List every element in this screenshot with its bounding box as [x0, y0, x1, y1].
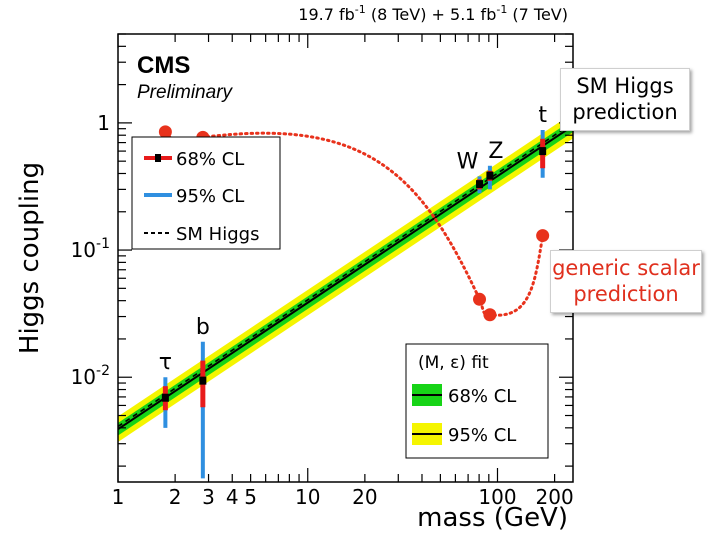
legend-right-68-label: 68% CL	[448, 386, 516, 407]
coupling-point-4	[539, 147, 547, 156]
sm-prediction-callout: SM Higgs prediction	[560, 68, 690, 131]
y-axis-title: Higgs coupling	[15, 162, 45, 354]
particle-label-0: τ	[159, 350, 172, 375]
particle-label-1: b	[196, 315, 210, 340]
generic-scalar-point-4	[536, 229, 550, 243]
coupling-point-2	[476, 180, 484, 189]
generic-scalar-callout: generic scalar prediction	[550, 250, 702, 313]
x-tick-label-100: 100	[478, 485, 516, 509]
x-axis-title: mass (GeV)	[417, 503, 568, 533]
legend-right-title: (M, ε) fit	[418, 353, 489, 373]
sm-prediction-line-2: prediction	[572, 100, 678, 125]
sm-higgs-line	[118, 122, 573, 428]
generic-scalar-point-2	[473, 292, 487, 306]
legend-left-95-label: 95% CL	[176, 186, 244, 207]
legend-right: (M, ε) fit 68% CL 95% CL	[405, 343, 549, 459]
legend-right-95-label: 95% CL	[448, 425, 516, 446]
sm-prediction-line-1: SM Higgs	[576, 74, 674, 98]
y-tick-label-1: 1	[97, 111, 110, 135]
particle-label-3: Z	[488, 139, 503, 164]
x-tick-label-3: 3	[202, 485, 215, 509]
x-tick-label-2: 2	[169, 485, 182, 509]
y-tick-label-0.1: 10-1	[71, 236, 110, 262]
x-tick-label-200: 200	[536, 485, 574, 509]
status-label: Preliminary	[137, 82, 234, 103]
coupling-point-3	[486, 171, 494, 180]
coupling-point-0	[161, 393, 169, 402]
x-tick-label-10: 10	[295, 485, 320, 509]
coupling-point-1	[199, 376, 207, 385]
particle-label-4: t	[538, 103, 547, 128]
x-tick-label-20: 20	[352, 485, 377, 509]
x-tick-label-4: 4	[226, 485, 239, 509]
legend-left: 68% CL 95% CL SM Higgs	[131, 136, 281, 250]
generic-scalar-line-2: prediction	[573, 282, 679, 307]
generic-scalar-point-3	[483, 308, 497, 322]
y-tick-label-0.01: 10-2	[71, 363, 110, 389]
x-tick-label-5: 5	[244, 485, 257, 509]
luminosity-label: 19.7 fb-1 (8 TeV) + 5.1 fb-1 (7 TeV)	[298, 3, 568, 24]
particle-label-2: W	[457, 149, 479, 174]
x-tick-label-1: 1	[112, 485, 125, 509]
experiment-label: CMS	[137, 52, 190, 79]
fit-line	[118, 124, 573, 431]
generic-scalar-line-1: generic scalar	[552, 256, 700, 280]
legend-left-68-label: 68% CL	[176, 149, 244, 170]
generic-scalar-point-0	[158, 125, 172, 139]
legend-68-marker	[144, 154, 172, 162]
legend-left-sm-label: SM Higgs	[176, 224, 259, 245]
